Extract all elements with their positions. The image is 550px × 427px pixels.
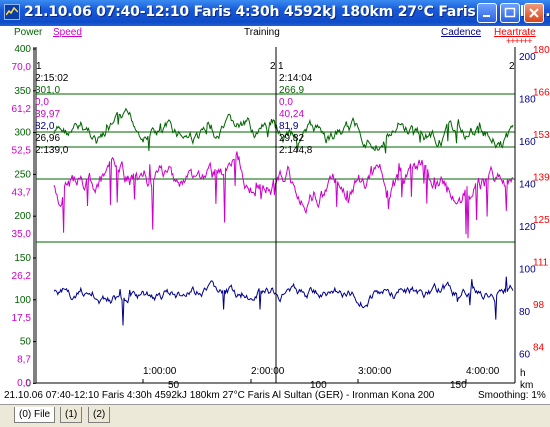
axis-ticks: 40035030025020015010050070,061,252,543,7… xyxy=(12,44,550,391)
power-tick-label: 350 xyxy=(14,86,31,97)
time-tick-label: 2:00:00 xyxy=(251,366,285,377)
marker-1-value-2: 0,0 xyxy=(35,97,49,108)
heartrate-tick-label: 180 xyxy=(533,45,550,56)
cadence-tick-label: 80 xyxy=(519,307,531,318)
marker-2-value-4: 81,9 xyxy=(279,121,299,132)
speed-tick-label: 61,2 xyxy=(12,104,32,115)
cadence-tick-label: 160 xyxy=(519,137,536,148)
time-tick-label: 1:00:00 xyxy=(143,366,177,377)
minimize-button[interactable] xyxy=(477,3,497,23)
speed-tick-label: 0,0 xyxy=(17,378,31,389)
marker-2-value-6: 2:144,8 xyxy=(279,145,313,156)
distance-tick-label: 150 xyxy=(450,380,467,391)
series-header: Power Speed Training Cadence Heartrate +… xyxy=(0,27,550,46)
cadence-tick-label: 120 xyxy=(519,222,536,233)
cadence-tick-label: 140 xyxy=(519,180,536,191)
chart-series xyxy=(53,107,514,326)
time-tick-label: 4:00:00 xyxy=(466,366,500,377)
cadence-tick-label: 200 xyxy=(519,52,536,63)
power-tick-label: 200 xyxy=(14,211,31,222)
marker-1-value-6: 2:139,0 xyxy=(35,145,69,156)
close-button[interactable] xyxy=(524,3,544,23)
marker-3-label: 2 xyxy=(509,61,515,72)
cadence-tick-label: 60 xyxy=(519,350,531,361)
distance-tick-label: 50 xyxy=(168,380,180,391)
power-tick-label: 400 xyxy=(14,44,31,55)
heartrate-tick-label: 139 xyxy=(533,173,550,184)
cadence-label[interactable]: Cadence xyxy=(441,27,482,38)
marker-2-value-1: 266,9 xyxy=(279,85,304,96)
heartrate-tick-label: 153 xyxy=(533,130,550,141)
power-tick-label: 150 xyxy=(14,253,31,264)
marker-2-value-5: 29,82 xyxy=(279,133,304,144)
status-line: 21.10.06 07:40-12:10 Faris 4:30h 4592kJ … xyxy=(0,390,550,402)
speed-tick-label: 43,7 xyxy=(12,187,32,198)
power-series xyxy=(53,107,514,154)
speed-tick-label: 70,0 xyxy=(12,62,32,73)
power-tick-label: 300 xyxy=(14,128,31,139)
power-tick-label: 0 xyxy=(25,378,31,389)
heartrate-tick-label: 166 xyxy=(533,88,550,99)
marker-2-value-3: 40,24 xyxy=(279,109,304,120)
speed-tick-label: 26,2 xyxy=(12,271,32,282)
cadence-tick-label: 180 xyxy=(519,95,536,106)
power-tick-label: 250 xyxy=(14,169,31,180)
marker-1-value-1: 301,0 xyxy=(35,85,60,96)
maximize-button[interactable] xyxy=(500,3,520,23)
heartrate-label[interactable]: Heartrate xyxy=(494,27,536,38)
speed-tick-label: 17,5 xyxy=(12,313,32,324)
power-tick-label: 100 xyxy=(14,295,31,306)
speed-tick-label: 52,5 xyxy=(12,146,32,157)
training-chart[interactable]: 400 350 300 250 200 150 100 50 0 70,0 61,2 52,5 43,7… xyxy=(0,39,550,391)
power-tick-label: 50 xyxy=(20,337,32,348)
heartrate-tick-label: 84 xyxy=(533,343,545,354)
marker-1-value-5: 26,96 xyxy=(35,133,60,144)
time-unit-label: h xyxy=(520,368,526,379)
tab-bar: (0) File (1) (2) xyxy=(0,404,550,427)
marker-1-value-4: 82,0 xyxy=(35,121,55,132)
time-tick-label: 3:00:00 xyxy=(358,366,392,377)
power-label[interactable]: Power xyxy=(14,27,43,38)
speed-tick-label: 35,0 xyxy=(12,229,32,240)
chart-markers[interactable]: 1 2 1 22:15:02301,00,039,9782,026,962:139,0… xyxy=(33,47,516,383)
heartrate-tick-label: 111 xyxy=(533,258,549,269)
cadence-tick-label: 100 xyxy=(519,265,536,276)
distance-unit-label: km xyxy=(520,380,533,391)
marker-1-value-3: 39,97 xyxy=(35,109,60,120)
distance-tick-label: 100 xyxy=(310,380,327,391)
tab-file[interactable]: (0) File xyxy=(14,407,56,423)
heartrate-tick-label: 98 xyxy=(533,300,545,311)
speed-label[interactable]: Speed xyxy=(53,27,82,38)
smoothing-text: Smoothing: 1% xyxy=(478,390,546,401)
marker-2-value-2: 0,0 xyxy=(279,97,293,108)
window-title: 21.10.06 07:40-12:10 Faris 4:30h 4592kJ … xyxy=(24,4,550,20)
marker-1-label: 1 xyxy=(36,61,42,72)
training-label: Training xyxy=(244,27,280,38)
status-text: 21.10.06 07:40-12:10 Faris 4:30h 4592kJ … xyxy=(4,390,435,401)
speed-tick-label: 8,7 xyxy=(17,355,31,366)
app-icon[interactable] xyxy=(4,4,20,20)
marker-1-value-0: 2:15:02 xyxy=(35,73,69,84)
tab-2[interactable]: (2) xyxy=(88,407,111,423)
cadence-series xyxy=(53,276,514,326)
heartrate-marks: ++++++ xyxy=(506,36,533,46)
tab-1[interactable]: (1) xyxy=(60,407,83,423)
heartrate-tick-label: 125 xyxy=(533,215,550,226)
title-bar[interactable]: 21.10.06 07:40-12:10 Faris 4:30h 4592kJ … xyxy=(0,0,550,26)
chart-svg[interactable]: 40035030025020015010050070,061,252,543,7… xyxy=(0,39,550,391)
marker-2-value-0: 2:14:04 xyxy=(279,73,313,84)
marker-2-label-left: 2 xyxy=(270,61,276,72)
marker-2-label-right: 1 xyxy=(278,61,284,72)
speed-series xyxy=(53,151,514,239)
